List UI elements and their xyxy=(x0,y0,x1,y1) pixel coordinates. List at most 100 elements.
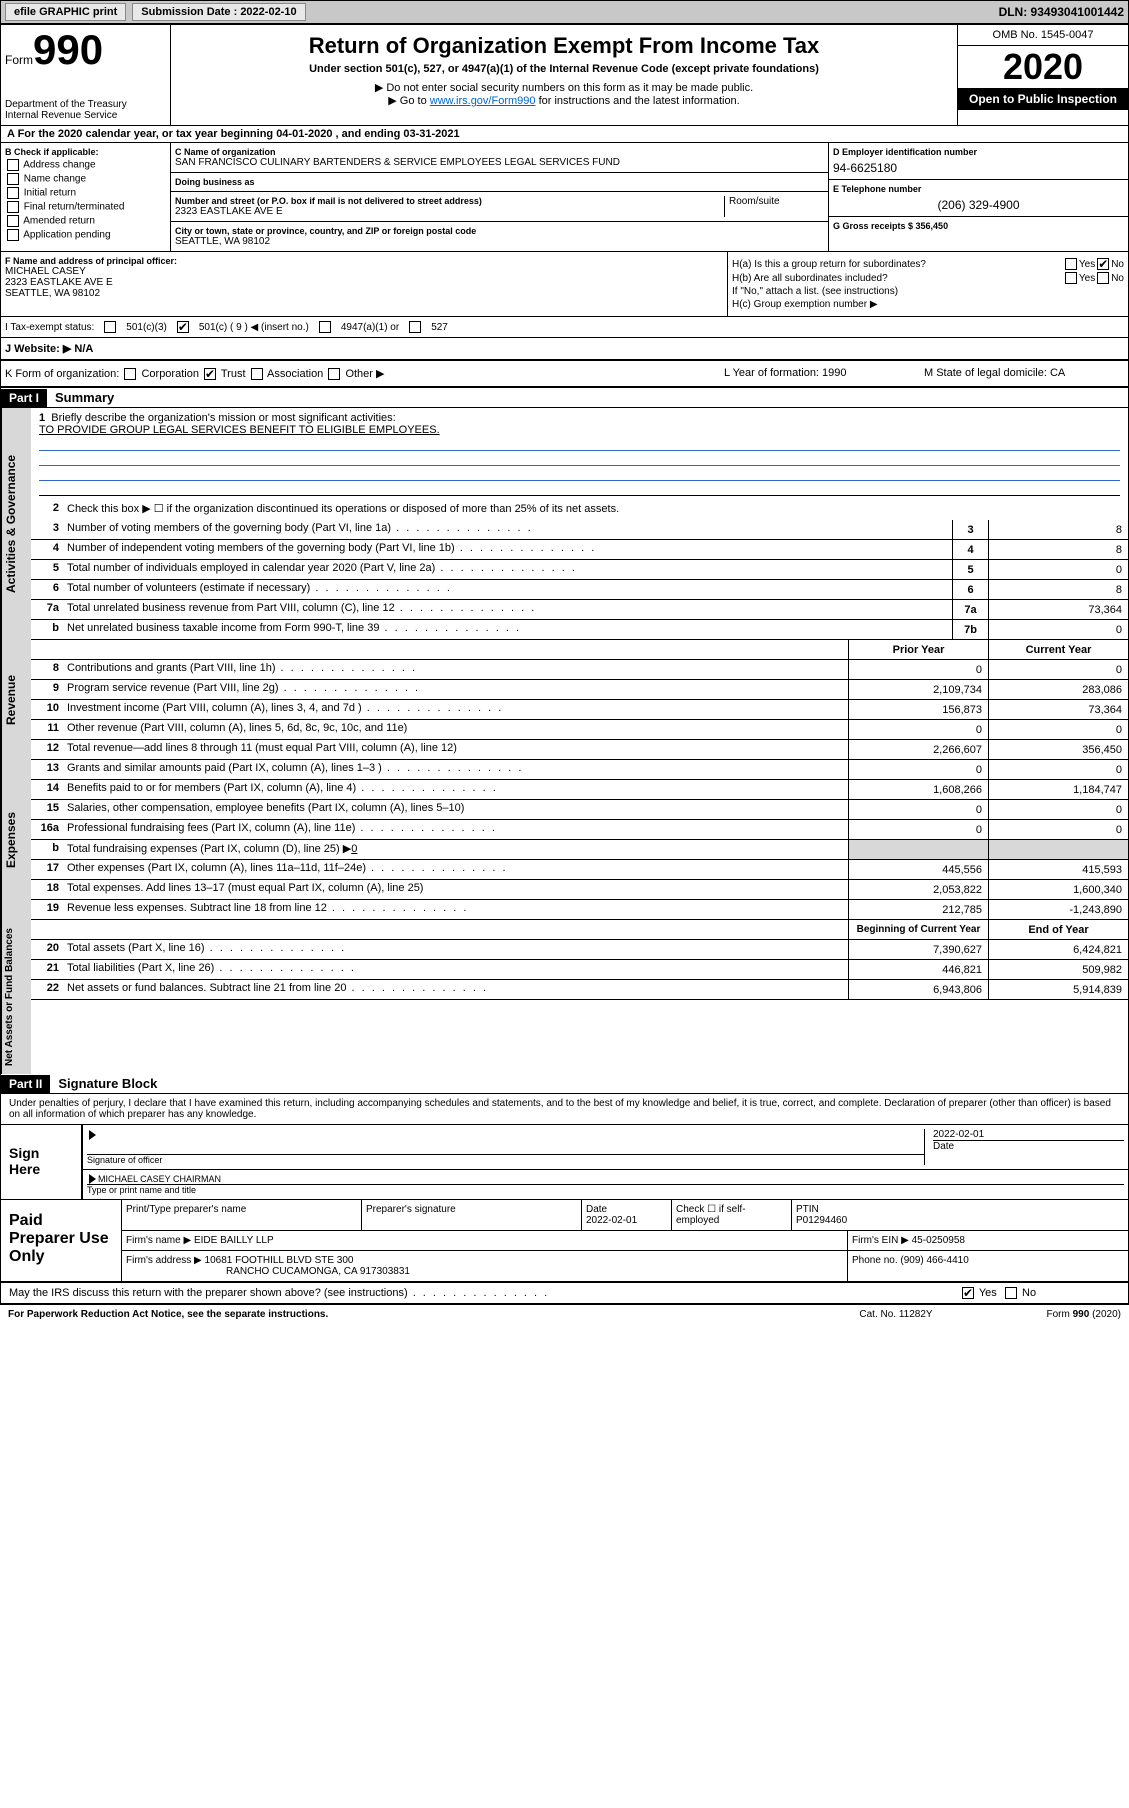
assoc-checkbox[interactable] xyxy=(251,368,263,380)
dept-label: Department of the Treasury Internal Reve… xyxy=(5,99,166,121)
firm-ein-val: 45-0250958 xyxy=(912,1235,965,1246)
side-label-net: Net Assets or Fund Balances xyxy=(1,920,31,1074)
l4-desc: Number of independent voting members of … xyxy=(63,540,952,559)
trust-checkbox[interactable] xyxy=(204,368,216,380)
section-f: F Name and address of principal officer:… xyxy=(1,252,728,316)
hb-yes-checkbox[interactable] xyxy=(1065,272,1077,284)
footer-row: For Paperwork Reduction Act Notice, see … xyxy=(0,1305,1129,1324)
final-return-checkbox[interactable] xyxy=(7,201,19,213)
l13-curr: 0 xyxy=(988,760,1128,779)
dba-box: Doing business as xyxy=(171,173,828,192)
sig-name-cell: MICHAEL CASEY CHAIRMANType or print name… xyxy=(87,1174,1124,1196)
initial-return-checkbox[interactable] xyxy=(7,187,19,199)
part2-header-row: Part II Signature Block xyxy=(1,1074,1128,1094)
app-pending-checkbox[interactable] xyxy=(7,229,19,241)
l21-curr: 509,982 xyxy=(988,960,1128,979)
trust-label: Trust xyxy=(221,368,246,380)
m-state: M State of legal domicile: CA xyxy=(924,367,1124,380)
l10-curr: 73,364 xyxy=(988,700,1128,719)
form-footer: Form 990 (2020) xyxy=(971,1309,1121,1320)
form-title: Return of Organization Exempt From Incom… xyxy=(175,33,953,59)
final-label: Final return/terminated xyxy=(24,202,125,213)
4947-label: 4947(a)(1) or xyxy=(341,322,399,333)
tel-box: E Telephone number (206) 329-4900 xyxy=(829,180,1128,217)
sig-officer-label: Signature of officer xyxy=(87,1154,924,1165)
l16a-prior: 0 xyxy=(848,820,988,839)
sig-date-val: 2022-02-01 xyxy=(933,1129,984,1140)
discuss-no-checkbox[interactable] xyxy=(1005,1287,1017,1299)
eoy-hdr: End of Year xyxy=(988,920,1128,939)
amended-checkbox[interactable] xyxy=(7,215,19,227)
part1-badge: Part I xyxy=(1,389,47,407)
form-label: Form xyxy=(5,53,33,67)
prep-self-label: Check ☐ if self-employed xyxy=(672,1200,792,1230)
topbar: efile GRAPHIC print Submission Date : 20… xyxy=(0,0,1129,24)
l10-prior: 156,873 xyxy=(848,700,988,719)
addr-change-label: Address change xyxy=(23,160,95,171)
l11-desc: Other revenue (Part VIII, column (A), li… xyxy=(63,720,848,739)
irs-link[interactable]: www.irs.gov/Form990 xyxy=(430,95,536,107)
sig-date-cell: 2022-02-01Date xyxy=(924,1129,1124,1165)
l15-prior: 0 xyxy=(848,800,988,819)
501c3-checkbox[interactable] xyxy=(104,321,116,333)
hb-no-checkbox[interactable] xyxy=(1097,272,1109,284)
app-pending-label: Application pending xyxy=(23,230,110,241)
perjury-text: Under penalties of perjury, I declare th… xyxy=(1,1094,1128,1125)
dln-label: DLN: 93493041001442 xyxy=(999,5,1124,19)
527-checkbox[interactable] xyxy=(409,321,421,333)
l7b-desc: Net unrelated business taxable income fr… xyxy=(63,620,952,639)
sig-arrow-icon xyxy=(89,1130,96,1140)
l22-curr: 5,914,839 xyxy=(988,980,1128,999)
instr-pre: ▶ Go to xyxy=(388,95,429,107)
officer-name: MICHAEL CASEY xyxy=(5,266,723,277)
website-row: J Website: ▶ N/A xyxy=(1,338,1128,361)
l8-prior: 0 xyxy=(848,660,988,679)
ein-value: 94-6625180 xyxy=(833,161,1124,175)
l12-prior: 2,266,607 xyxy=(848,740,988,759)
sig-officer-cell: Signature of officer xyxy=(87,1129,924,1165)
l7a-val: 73,364 xyxy=(988,600,1128,619)
4947-checkbox[interactable] xyxy=(319,321,331,333)
l16a-curr: 0 xyxy=(988,820,1128,839)
instr-ssn: ▶ Do not enter social security numbers o… xyxy=(175,81,953,94)
hb-label: H(b) Are all subordinates included? xyxy=(732,273,1063,284)
l5-desc: Total number of individuals employed in … xyxy=(63,560,952,579)
preparer-label: Paid Preparer Use Only xyxy=(1,1200,121,1281)
org-name-box: C Name of organization SAN FRANCISCO CUL… xyxy=(171,143,828,173)
revenue-section: Revenue Prior YearCurrent Year 8Contribu… xyxy=(1,640,1128,760)
l22-prior: 6,943,806 xyxy=(848,980,988,999)
addr-change-checkbox[interactable] xyxy=(7,159,19,171)
curr-hdr: Current Year xyxy=(988,640,1128,659)
submission-date-button[interactable]: Submission Date : 2022-02-10 xyxy=(132,3,305,21)
501c3-label: 501(c)(3) xyxy=(126,322,167,333)
ha-no-checkbox[interactable] xyxy=(1097,258,1109,270)
preparer-section: Paid Preparer Use Only Print/Type prepar… xyxy=(1,1200,1128,1283)
other-checkbox[interactable] xyxy=(328,368,340,380)
501c-checkbox[interactable] xyxy=(177,321,189,333)
l20-prior: 7,390,627 xyxy=(848,940,988,959)
hc-label: H(c) Group exemption number ▶ xyxy=(732,299,1124,310)
l14-desc: Benefits paid to or for members (Part IX… xyxy=(63,780,848,799)
l11-curr: 0 xyxy=(988,720,1128,739)
discuss-yes-label: Yes xyxy=(979,1287,997,1299)
discuss-yes-checkbox[interactable] xyxy=(962,1287,974,1299)
b-label: B Check if applicable: xyxy=(5,147,166,157)
firm-label: Firm's name ▶ xyxy=(126,1235,191,1246)
l-year: L Year of formation: 1990 xyxy=(724,367,924,380)
dba-label: Doing business as xyxy=(175,177,824,187)
ha-no-label: No xyxy=(1111,259,1124,270)
corp-checkbox[interactable] xyxy=(124,368,136,380)
gross-label: G Gross receipts $ 356,450 xyxy=(833,221,1124,231)
l16b-pre: Total fundraising expenses (Part IX, col… xyxy=(67,843,351,855)
l13-prior: 0 xyxy=(848,760,988,779)
firm-phone: Phone no. (909) 466-4410 xyxy=(848,1251,1128,1281)
name-change-checkbox[interactable] xyxy=(7,173,19,185)
l16b-curr-shade xyxy=(988,840,1128,859)
l2-desc: Check this box ▶ ☐ if the organization d… xyxy=(63,500,1128,520)
ha-yes-checkbox[interactable] xyxy=(1065,258,1077,270)
l16b-desc: Total fundraising expenses (Part IX, col… xyxy=(63,840,848,859)
l4-val: 8 xyxy=(988,540,1128,559)
side-label-exp: Expenses xyxy=(1,760,31,920)
tax-status-row: I Tax-exempt status: 501(c)(3) 501(c) ( … xyxy=(1,317,1128,338)
efile-print-button[interactable]: efile GRAPHIC print xyxy=(5,3,126,21)
